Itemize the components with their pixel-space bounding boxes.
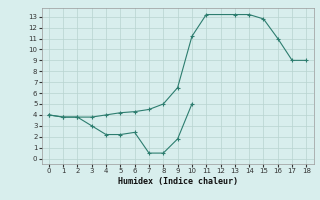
X-axis label: Humidex (Indice chaleur): Humidex (Indice chaleur): [118, 177, 237, 186]
